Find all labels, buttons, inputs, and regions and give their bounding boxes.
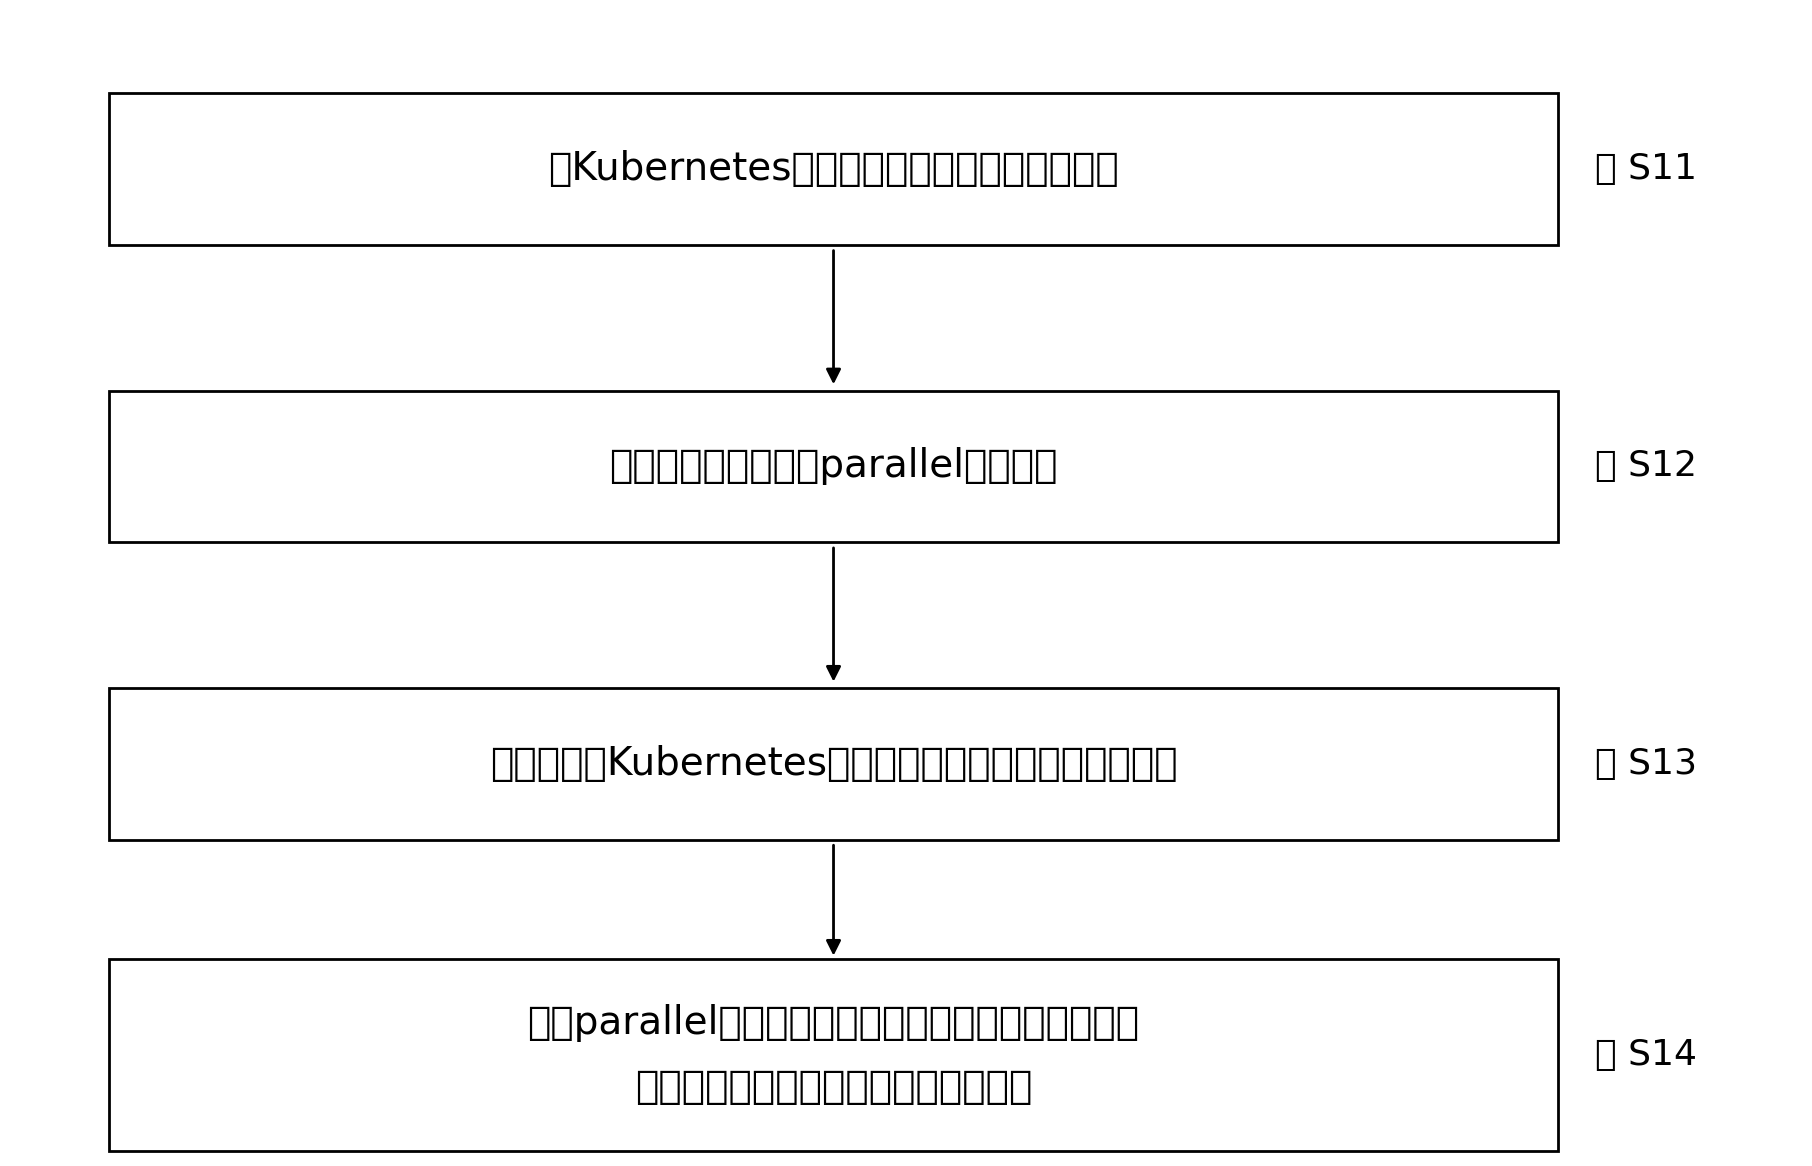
Text: ～ S13: ～ S13 [1595, 746, 1696, 781]
Bar [109, 958, 1558, 1152]
Text: ～ S12: ～ S12 [1595, 449, 1696, 484]
Text: 脚本，对所述各个节点进行环境初始化: 脚本，对所述各个节点进行环境初始化 [634, 1068, 1033, 1107]
Bar [109, 391, 1558, 542]
Text: 编写对所述Kubernetes集群进行环境初始化的初始化脚本: 编写对所述Kubernetes集群进行环境初始化的初始化脚本 [489, 745, 1178, 782]
Text: 对所述各个节点进行parallel工具部署: 对所述各个节点进行parallel工具部署 [609, 448, 1058, 485]
Bar [109, 688, 1558, 840]
Text: 通过parallel工具的远程并行执行模式执行所述初始化: 通过parallel工具的远程并行执行模式执行所述初始化 [527, 1004, 1140, 1042]
Text: ～ S11: ～ S11 [1595, 152, 1696, 187]
Text: ～ S14: ～ S14 [1595, 1038, 1696, 1073]
Bar [109, 93, 1558, 245]
Text: 对Kubernetes集群中的各个节点进行硬件配置: 对Kubernetes集群中的各个节点进行硬件配置 [549, 150, 1118, 188]
